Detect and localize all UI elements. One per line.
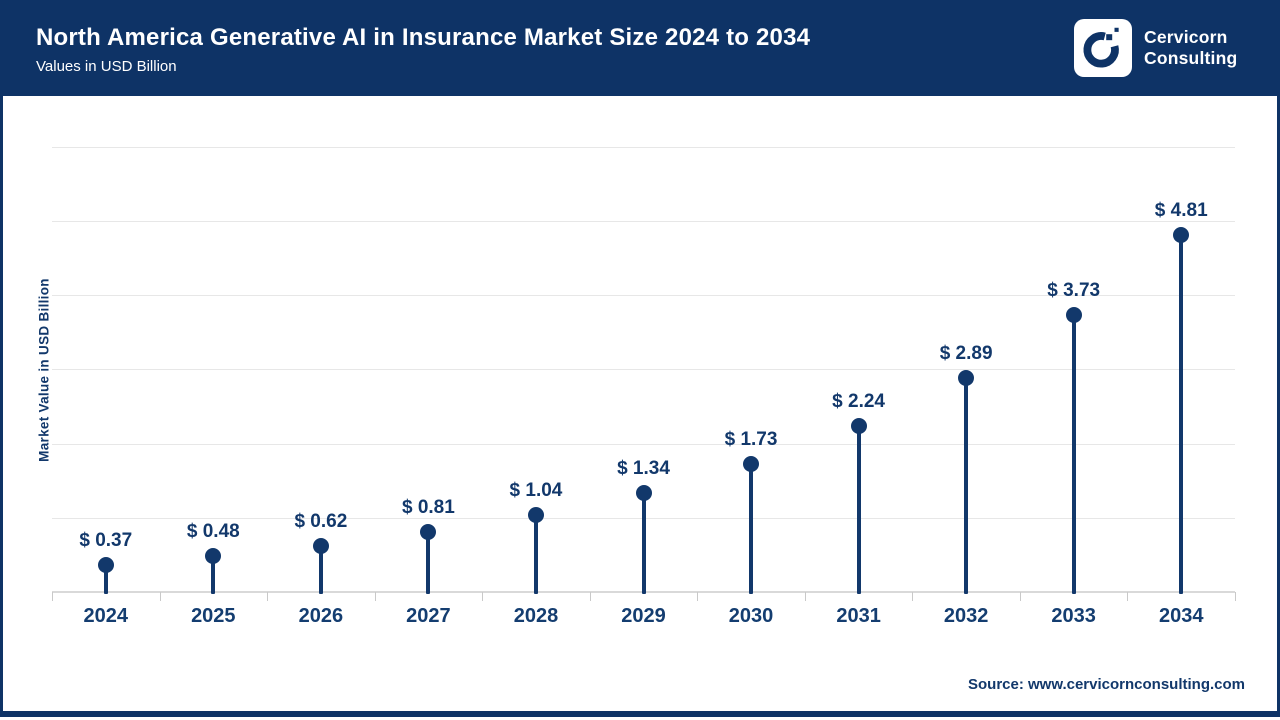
lollipop-stem xyxy=(1071,315,1076,594)
lollipop-stem xyxy=(641,492,646,594)
gridline xyxy=(52,295,1235,297)
value-label: $ 0.62 xyxy=(294,510,348,532)
lollipop-dot xyxy=(527,506,544,523)
value-label: $ 2.89 xyxy=(939,342,993,364)
lollipop-dot xyxy=(1065,307,1082,324)
lollipop-dot xyxy=(205,548,222,565)
gridline xyxy=(52,221,1235,222)
x-axis-tick xyxy=(1127,592,1128,601)
lollipop-stem xyxy=(318,545,323,594)
logo-mark xyxy=(1074,19,1132,77)
year-label: 2031 xyxy=(836,605,881,627)
gridline xyxy=(52,443,1235,445)
x-axis-tick xyxy=(160,592,161,601)
value-label: $ 1.73 xyxy=(724,428,778,450)
x-axis-tick xyxy=(1020,592,1021,601)
value-label: $ 4.81 xyxy=(1154,200,1208,222)
lollipop-stem xyxy=(211,556,216,594)
lollipop-stem xyxy=(1179,235,1184,594)
year-label: 2024 xyxy=(83,605,129,627)
logo-text: Cervicorn Consulting xyxy=(1144,27,1237,69)
year-label: 2026 xyxy=(298,605,344,627)
year-label: 2025 xyxy=(191,605,236,627)
x-axis-tick xyxy=(805,592,806,601)
lollipop-dot xyxy=(958,369,975,386)
lollipop-stem xyxy=(533,514,538,594)
gridline xyxy=(52,369,1235,371)
lollipop-stem xyxy=(749,463,754,594)
source-attribution: Source: www.cervicornconsulting.com xyxy=(967,676,1245,693)
x-axis-tick xyxy=(52,592,53,601)
value-label: $ 2.24 xyxy=(832,390,885,412)
x-axis-tick xyxy=(912,592,913,601)
year-label: 2033 xyxy=(1051,605,1096,627)
frame-border-left xyxy=(0,96,3,717)
year-label: 2028 xyxy=(513,605,559,627)
x-axis-tick xyxy=(375,592,376,601)
year-label: 2030 xyxy=(728,605,774,627)
year-label: 2034 xyxy=(1158,605,1204,627)
logo-text-line2: Consulting xyxy=(1144,48,1238,68)
gridline xyxy=(52,146,1235,148)
cervicorn-c-icon xyxy=(1083,27,1119,68)
y-axis-title: Market Value in USD Billion xyxy=(36,278,52,462)
lollipop-stem xyxy=(426,531,431,594)
lollipop-dot xyxy=(1173,227,1190,244)
lollipop-dot xyxy=(312,537,329,554)
frame-bottom-bar xyxy=(0,711,1280,717)
lollipop-stem xyxy=(964,377,969,594)
chart-subtitle: Values in USD Billion xyxy=(36,58,177,75)
year-label: 2029 xyxy=(621,605,666,627)
x-axis-tick xyxy=(267,592,268,601)
value-label: $ 3.73 xyxy=(1047,280,1101,302)
x-axis-tick xyxy=(1235,592,1236,601)
header-band: North America Generative AI in Insurance… xyxy=(0,0,1280,96)
lollipop-dot xyxy=(743,455,760,472)
lollipop-stem xyxy=(856,425,861,594)
lollipop-dot xyxy=(635,484,652,501)
x-axis-tick xyxy=(590,592,591,601)
chart-title: North America Generative AI in Insurance… xyxy=(36,24,811,51)
logo-text-line1: Cervicorn xyxy=(1144,27,1228,47)
x-axis-tick xyxy=(697,592,698,601)
value-label: $ 0.37 xyxy=(79,529,133,551)
brand-logo: Cervicorn Consulting xyxy=(1074,18,1237,78)
lollipop-dot xyxy=(97,556,114,573)
frame-border-right xyxy=(1277,96,1280,717)
lollipop-dot xyxy=(420,523,437,540)
value-label: $ 1.04 xyxy=(509,479,563,501)
year-label: 2032 xyxy=(943,605,989,627)
year-label: 2027 xyxy=(406,605,451,627)
lollipop-dot xyxy=(850,417,867,434)
value-label: $ 0.81 xyxy=(401,496,455,518)
value-label: $ 1.34 xyxy=(617,457,670,479)
lollipop-stem xyxy=(103,564,108,594)
value-label: $ 0.48 xyxy=(186,521,240,543)
x-axis-tick xyxy=(482,592,483,601)
